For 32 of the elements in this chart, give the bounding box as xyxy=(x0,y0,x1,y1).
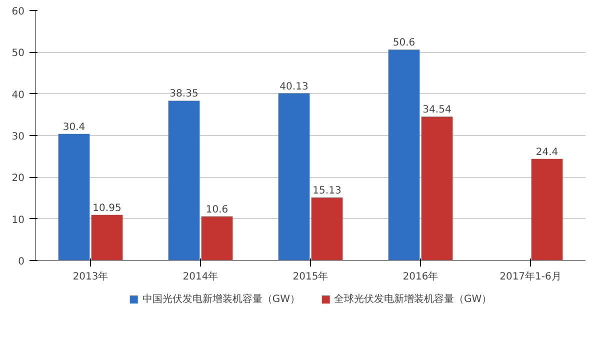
data-label: 40.13 xyxy=(280,81,308,92)
x-tick-label: 2013年 xyxy=(72,270,108,282)
y-tick-label: 10 xyxy=(12,214,25,226)
data-label: 38.35 xyxy=(170,88,198,100)
data-label: 10.6 xyxy=(206,204,228,216)
y-tick-label: 20 xyxy=(12,173,25,184)
y-tick-label: 60 xyxy=(12,6,25,18)
y-tick-label: 40 xyxy=(12,90,25,101)
x-tick-label: 2014年 xyxy=(182,270,218,282)
bar xyxy=(388,50,420,260)
y-tick-label: 50 xyxy=(12,48,25,60)
bar xyxy=(421,116,453,260)
bar xyxy=(201,216,233,260)
bar xyxy=(91,214,123,260)
data-label: 34.54 xyxy=(422,104,452,116)
x-tick-label: 2017年1-6月 xyxy=(500,270,562,282)
x-tick-label: 2016年 xyxy=(402,270,438,282)
x-tick-label: 2015年 xyxy=(292,270,328,282)
legend-label: 中国光伏发电新增装机容量（GW） xyxy=(142,292,300,306)
data-label: 30.4 xyxy=(62,122,86,133)
data-label: 15.13 xyxy=(312,185,342,196)
bar xyxy=(168,100,200,260)
bar xyxy=(311,197,343,260)
y-tick-label: 0 xyxy=(18,256,25,268)
data-label: 24.4 xyxy=(536,146,558,158)
bar xyxy=(278,93,310,260)
data-label: 50.6 xyxy=(392,38,416,49)
y-tick-label: 30 xyxy=(12,132,25,142)
legend-label: 全球光伏发电新增装机容量（GW） xyxy=(334,292,492,306)
bar xyxy=(531,158,563,260)
data-label: 10.95 xyxy=(92,202,122,214)
bar xyxy=(58,134,90,260)
